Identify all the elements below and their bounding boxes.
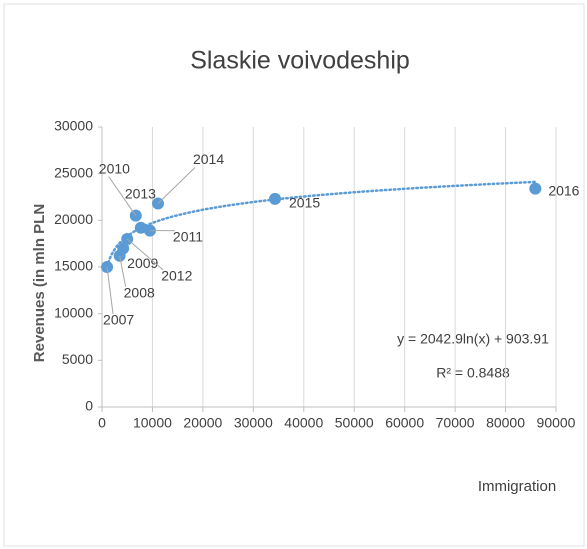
point-label: 2015 xyxy=(289,195,320,211)
point-label: 2011 xyxy=(173,228,203,244)
leader-line xyxy=(119,255,127,287)
y-tick-label: 5000 xyxy=(62,351,93,367)
chart-title: Slaskie voivodeship xyxy=(190,47,410,75)
leader-line xyxy=(108,176,137,216)
x-tick-label: 70000 xyxy=(436,415,475,431)
x-tick-label: 60000 xyxy=(385,415,424,431)
x-axis-label: Immigration xyxy=(478,478,556,495)
x-tick-label: 90000 xyxy=(537,415,576,431)
y-tick-label: 25000 xyxy=(54,164,93,180)
trend-equation: y = 2042.9ln(x) + 903.91 xyxy=(397,331,549,347)
point-label: 2013 xyxy=(125,186,156,202)
point-label: 2016 xyxy=(548,182,579,198)
leader-line xyxy=(106,266,114,315)
point-label: 2009 xyxy=(127,255,158,271)
leader-line xyxy=(126,238,164,271)
y-tick-label: 20000 xyxy=(54,211,93,227)
y-tick-label: 0 xyxy=(85,398,93,414)
point-label: 2012 xyxy=(161,268,192,284)
trend-r2: R² = 0.8488 xyxy=(436,365,510,381)
point xyxy=(269,192,282,205)
x-tick-label: 10000 xyxy=(133,415,172,431)
trendline xyxy=(105,180,537,269)
x-tick-label: 50000 xyxy=(335,415,374,431)
point-label: 2010 xyxy=(99,160,130,176)
point-label: 2014 xyxy=(193,151,224,167)
leader-line xyxy=(157,167,196,204)
y-axis-label: Revenues (in mln PLN xyxy=(31,204,48,362)
point xyxy=(117,242,130,255)
x-tick-label: 20000 xyxy=(183,415,222,431)
point-label: 2007 xyxy=(103,312,134,328)
x-tick-label: 80000 xyxy=(486,415,525,431)
chart-frame xyxy=(3,3,585,547)
y-tick-label: 30000 xyxy=(54,118,93,134)
x-tick-label: 30000 xyxy=(234,415,273,431)
x-tick-label: 0 xyxy=(98,415,106,431)
y-tick-label: 10000 xyxy=(54,304,93,320)
y-tick-label: 15000 xyxy=(54,258,93,274)
point-label: 2008 xyxy=(124,285,155,301)
x-tick-label: 40000 xyxy=(284,415,323,431)
point xyxy=(529,182,542,195)
point xyxy=(134,221,147,234)
